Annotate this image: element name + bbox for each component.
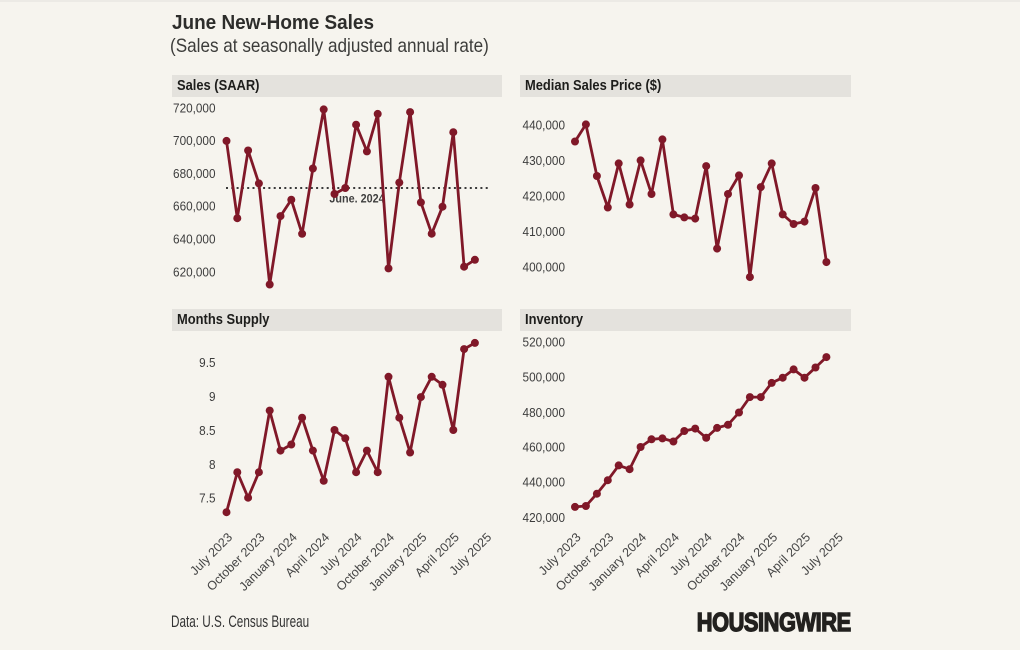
- svg-text:410,000: 410,000: [523, 225, 566, 239]
- svg-text:8: 8: [209, 457, 216, 471]
- svg-text:9: 9: [209, 390, 216, 404]
- svg-text:520,000: 520,000: [523, 335, 566, 349]
- svg-text:9.5: 9.5: [199, 356, 216, 370]
- svg-text:7.5: 7.5: [199, 491, 216, 505]
- svg-text:700,000: 700,000: [173, 134, 216, 148]
- svg-text:440,000: 440,000: [523, 475, 566, 489]
- svg-text:500,000: 500,000: [523, 370, 566, 384]
- svg-text:430,000: 430,000: [523, 154, 566, 168]
- svg-text:440,000: 440,000: [523, 118, 566, 132]
- svg-text:620,000: 620,000: [173, 265, 216, 279]
- svg-text:660,000: 660,000: [173, 199, 216, 213]
- svg-text:June. 2024: June. 2024: [329, 193, 385, 205]
- svg-text:420,000: 420,000: [523, 510, 566, 524]
- svg-text:680,000: 680,000: [173, 167, 216, 181]
- svg-text:480,000: 480,000: [523, 406, 566, 420]
- svg-text:640,000: 640,000: [173, 232, 216, 246]
- svg-text:420,000: 420,000: [523, 189, 566, 203]
- svg-text:400,000: 400,000: [523, 260, 566, 274]
- svg-text:460,000: 460,000: [523, 440, 566, 454]
- svg-text:8.5: 8.5: [199, 424, 216, 438]
- svg-text:720,000: 720,000: [173, 101, 216, 115]
